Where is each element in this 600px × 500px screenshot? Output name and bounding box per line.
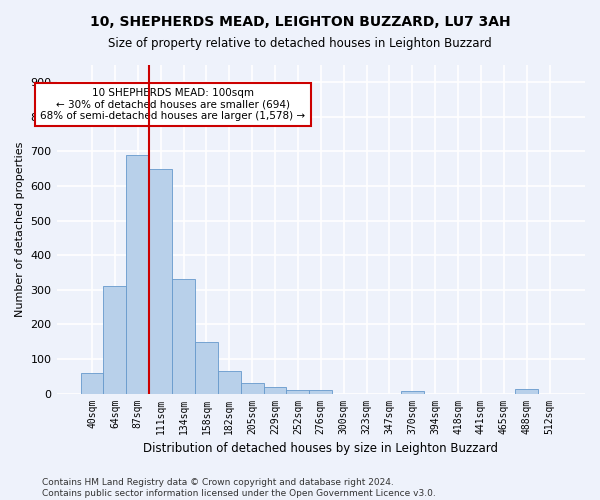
Bar	[172, 280, 195, 394]
Bar	[195, 342, 218, 394]
Bar	[263, 388, 286, 394]
Text: 10 SHEPHERDS MEAD: 100sqm
← 30% of detached houses are smaller (694)
68% of semi: 10 SHEPHERDS MEAD: 100sqm ← 30% of detac…	[40, 88, 305, 121]
Bar	[80, 373, 103, 394]
Text: Size of property relative to detached houses in Leighton Buzzard: Size of property relative to detached ho…	[108, 38, 492, 51]
Bar	[218, 371, 241, 394]
Bar	[310, 390, 332, 394]
Bar	[515, 390, 538, 394]
Bar	[401, 391, 424, 394]
Text: 10, SHEPHERDS MEAD, LEIGHTON BUZZARD, LU7 3AH: 10, SHEPHERDS MEAD, LEIGHTON BUZZARD, LU…	[89, 15, 511, 29]
Bar	[241, 383, 263, 394]
Bar	[103, 286, 127, 394]
Bar	[149, 169, 172, 394]
Text: Contains HM Land Registry data © Crown copyright and database right 2024.
Contai: Contains HM Land Registry data © Crown c…	[42, 478, 436, 498]
X-axis label: Distribution of detached houses by size in Leighton Buzzard: Distribution of detached houses by size …	[143, 442, 498, 455]
Bar	[127, 155, 149, 394]
Bar	[286, 390, 310, 394]
Y-axis label: Number of detached properties: Number of detached properties	[15, 142, 25, 317]
